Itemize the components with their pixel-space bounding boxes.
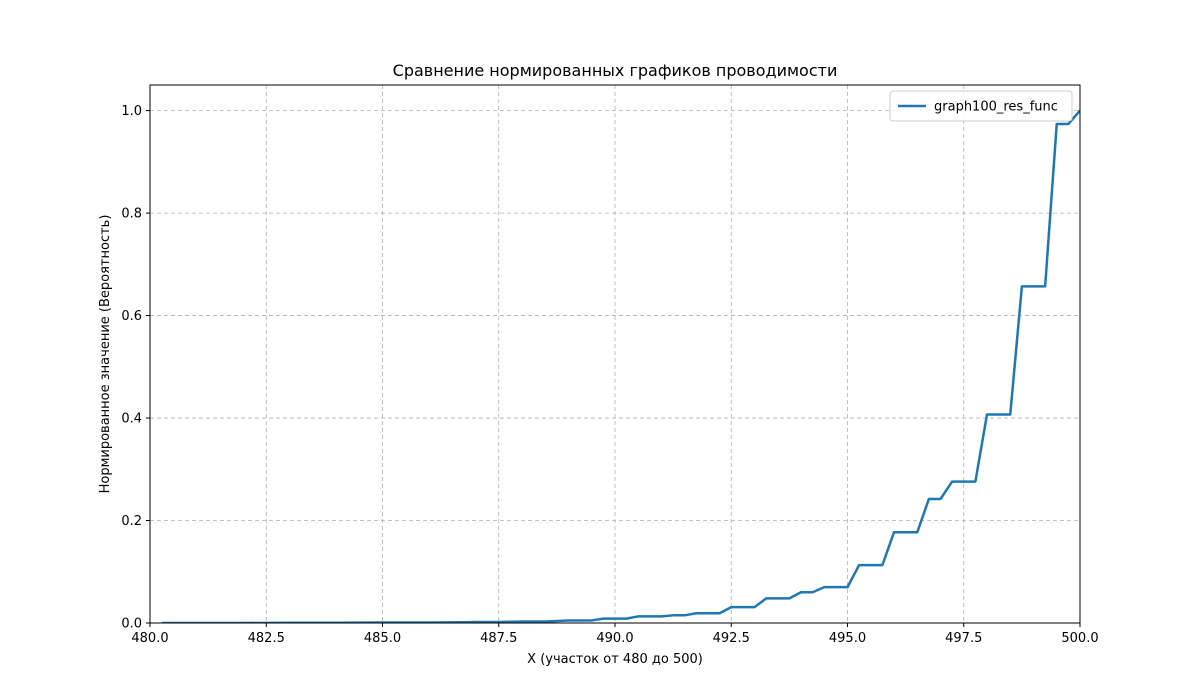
x-tick-label: 492.5	[713, 631, 750, 646]
x-tick-label: 480.0	[131, 631, 168, 646]
y-axis-label: Нормированное значение (Вероятность)	[98, 215, 113, 494]
legend-box	[889, 90, 1073, 122]
x-tick-label: 485.0	[364, 631, 401, 646]
legend: graph100_res_func	[889, 90, 1073, 122]
y-tick-label: 1.0	[121, 104, 142, 119]
y-tick-label: 0.2	[121, 514, 142, 529]
series-line-0	[161, 109, 1080, 623]
x-tick-label: 500.0	[1061, 631, 1098, 646]
plot-area	[161, 109, 1080, 623]
y-tick-label: 0.6	[121, 309, 142, 324]
x-tick-label: 487.5	[480, 631, 517, 646]
legend-label: graph100_res_func	[934, 100, 1058, 115]
x-tick-label: 495.0	[829, 631, 866, 646]
x-tick-label: 490.0	[596, 631, 633, 646]
y-tick-label: 0.0	[121, 617, 142, 632]
ticks: 480.0 482.5 485.0 487.5 490.0 492.5 495.0 497.5…	[121, 104, 1098, 646]
y-tick-label: 0.8	[121, 207, 142, 222]
x-axis-label: X (участок от 480 до 500)	[527, 652, 703, 667]
x-tick-label: 482.5	[248, 631, 285, 646]
chart-title: Сравнение нормированных графиков проводи…	[393, 61, 838, 80]
y-tick-label: 0.4	[121, 412, 142, 427]
x-tick-label: 497.5	[945, 631, 982, 646]
